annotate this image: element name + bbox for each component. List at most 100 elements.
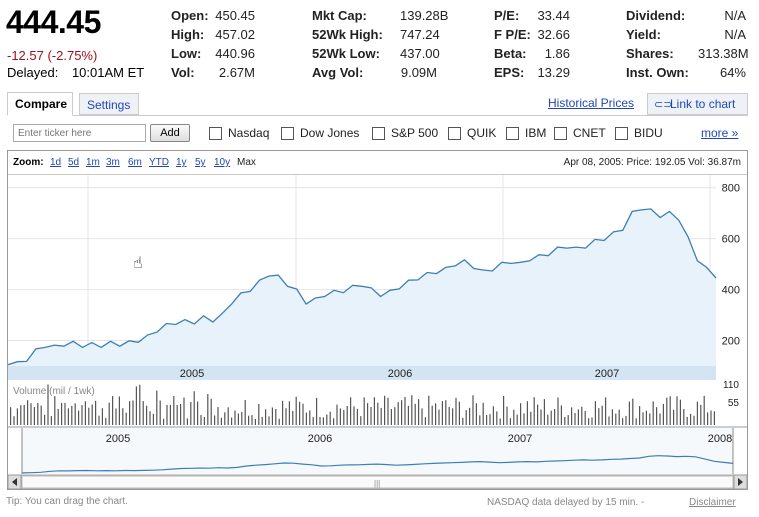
volume-bar — [394, 407, 396, 425]
stat-value: 2.67M — [218, 65, 255, 80]
volume-bar — [564, 417, 566, 425]
volume-bar — [363, 397, 365, 425]
stats-column-1: Open: 450.45 High: 457.02 Low: 440.96 Vol: 2… — [171, 6, 255, 82]
volume-bar — [424, 417, 426, 425]
volume-bar — [309, 410, 311, 425]
compare-quik[interactable]: QUIK — [448, 126, 496, 140]
volume-bar — [108, 402, 110, 425]
volume-bar — [574, 413, 576, 425]
overview-year-label: 2007 — [508, 433, 532, 445]
stat-key: 52Wk Low: — [312, 46, 380, 61]
volume-bar — [295, 396, 297, 425]
volume-bar — [605, 397, 607, 425]
zoom-ytd[interactable]: YTD — [149, 157, 169, 168]
zoom-1m[interactable]: 1m — [86, 157, 100, 168]
volume-bar — [27, 400, 29, 425]
volume-bar — [241, 411, 243, 425]
volume-bar — [639, 406, 641, 425]
zoom-5d[interactable]: 5d — [68, 157, 80, 168]
volume-bar — [159, 400, 161, 425]
volume-bar — [319, 417, 321, 425]
volume-bar — [462, 417, 464, 425]
volume-bar — [343, 409, 345, 425]
volume-bar — [632, 398, 634, 425]
checkbox[interactable] — [448, 126, 461, 140]
year-labels: 2005 2006 2007 — [180, 368, 619, 380]
more-compare-link[interactable]: more » — [701, 126, 739, 140]
tab-compare[interactable]: Compare — [7, 92, 73, 116]
volume-bar — [91, 404, 93, 425]
stat-row: Avg Vol: 9.09M — [312, 63, 437, 82]
volume-bar — [673, 409, 675, 425]
compare-sp500[interactable]: S&P 500 — [372, 126, 438, 140]
volume-bar — [285, 408, 287, 425]
chart-frame[interactable]: Zoom: 1d 5d 1m 3m 6m YTD 1y 5y 10y Max A… — [7, 150, 748, 490]
compare-ibm[interactable]: IBM — [506, 126, 546, 140]
volume-bar — [234, 410, 236, 425]
compare-label: S&P 500 — [391, 126, 439, 140]
stat-row: Shares: 313.38M — [626, 44, 749, 63]
stats-column-2: Mkt Cap: 139.28B 52Wk High: 747.24 52Wk Lo… — [312, 6, 448, 82]
volume-bar — [254, 419, 256, 425]
disclaimer-link[interactable]: Disclaimer — [689, 497, 736, 508]
volume-bar — [676, 396, 678, 425]
volume-bar — [584, 411, 586, 425]
compare-nasdaq[interactable]: Nasdaq — [209, 126, 269, 140]
link-to-chart-button[interactable]: ⊂⊃Link to chart — [647, 93, 748, 115]
checkbox[interactable] — [281, 126, 294, 140]
volume-bar — [526, 401, 528, 425]
zoom-1d[interactable]: 1d — [50, 157, 62, 168]
zoom-max[interactable]: Max — [237, 157, 256, 168]
add-ticker-button[interactable]: Add — [150, 124, 190, 142]
zoom-10y[interactable]: 10y — [214, 157, 231, 168]
y-tick-label: 600 — [722, 234, 740, 246]
y-tick-label: 800 — [722, 183, 740, 195]
volume-bar — [421, 408, 423, 425]
compare-label: CNET — [573, 126, 606, 140]
checkbox[interactable] — [554, 126, 567, 140]
volume-bar — [550, 410, 552, 425]
volume-bar — [690, 413, 692, 425]
stat-key: Mkt Cap: — [312, 8, 367, 23]
ticker-input[interactable] — [13, 124, 146, 142]
compare-bidu[interactable]: BIDU — [615, 126, 663, 140]
volume-bar — [122, 408, 124, 425]
stat-value: 9.09M — [400, 65, 437, 80]
volume-bar — [448, 406, 450, 425]
zoom-5y[interactable]: 5y — [195, 157, 206, 168]
stat-key: EPS: — [494, 65, 525, 80]
zoom-1y[interactable]: 1y — [176, 157, 187, 168]
volume-bar — [217, 407, 219, 425]
price-change: -12.57 (-2.75%) — [7, 48, 98, 63]
volume-bar — [458, 401, 460, 425]
checkbox[interactable] — [506, 126, 519, 140]
zoom-bar: Zoom: 1d 5d 1m 3m 6m YTD 1y 5y 10y Max A… — [8, 151, 747, 175]
volume-bar — [683, 409, 685, 425]
historical-prices-link[interactable]: Historical Prices — [548, 96, 635, 110]
overview-year-label: 2008 — [708, 433, 732, 445]
compare-cnet[interactable]: CNET — [554, 126, 606, 140]
scroll-left-icon — [12, 478, 17, 486]
checkbox[interactable] — [209, 126, 222, 140]
zoom-6m[interactable]: 6m — [128, 157, 142, 168]
stat-value: 64% — [719, 65, 746, 80]
volume-bar — [231, 417, 233, 425]
volume-bar — [509, 418, 511, 425]
volume-bar — [642, 412, 644, 425]
checkbox[interactable] — [372, 126, 385, 140]
price-area — [8, 208, 716, 366]
volume-bar — [390, 409, 392, 425]
checkbox[interactable] — [615, 126, 628, 140]
zoom-3m[interactable]: 3m — [106, 157, 120, 168]
volume-bar — [455, 397, 457, 425]
volume-bar — [339, 408, 341, 425]
compare-dow-jones[interactable]: Dow Jones — [281, 126, 359, 140]
volume-bar — [557, 397, 559, 425]
volume-bar — [649, 413, 651, 425]
price-chart[interactable]: 2005 2006 2007 800 600 400 200 Volume (mil / … — [8, 151, 747, 489]
volume-bar — [662, 403, 664, 425]
stat-row: P/E: 33.44 — [494, 6, 570, 25]
overview-year-label: 2005 — [106, 433, 130, 445]
tab-settings[interactable]: Settings — [79, 93, 139, 115]
volume-bar — [625, 415, 627, 425]
